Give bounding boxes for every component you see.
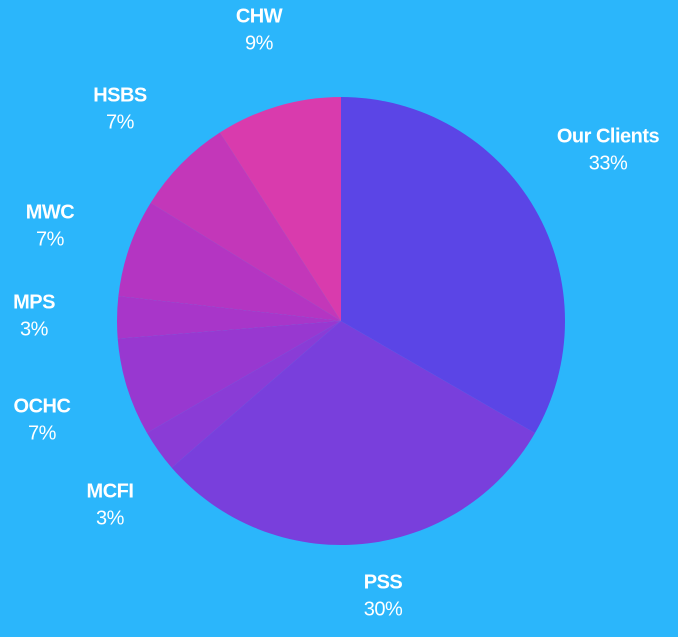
slice-value-label: 7% <box>106 111 135 133</box>
pie-slice <box>341 97 565 433</box>
slice-name: MWC <box>26 201 75 223</box>
slice-name: Our Clients <box>557 125 660 147</box>
pie-slice <box>219 97 341 321</box>
slice-name: MPS <box>13 291 55 313</box>
slice-value-label: 7% <box>28 422 57 444</box>
pie-slice <box>150 132 341 321</box>
slice-name: CHW <box>236 5 283 27</box>
slice-value-label: 33% <box>589 152 628 174</box>
slice-value-label: 9% <box>245 32 274 54</box>
slice-value-label: 7% <box>36 228 65 250</box>
slice-name: OCHC <box>14 395 71 417</box>
pie-slice <box>118 202 341 321</box>
slice-name: MCFI <box>87 480 134 502</box>
slice-name: HSBS <box>93 84 147 106</box>
pie-slice <box>116 296 341 339</box>
pie-slice <box>171 321 535 545</box>
pie-slice <box>147 321 341 468</box>
pie-slice <box>117 321 341 433</box>
slice-name: PSS <box>364 571 403 593</box>
slice-value-label: 3% <box>96 507 125 529</box>
slice-value-label: 30% <box>364 598 403 620</box>
slice-value-label: 3% <box>20 318 49 340</box>
